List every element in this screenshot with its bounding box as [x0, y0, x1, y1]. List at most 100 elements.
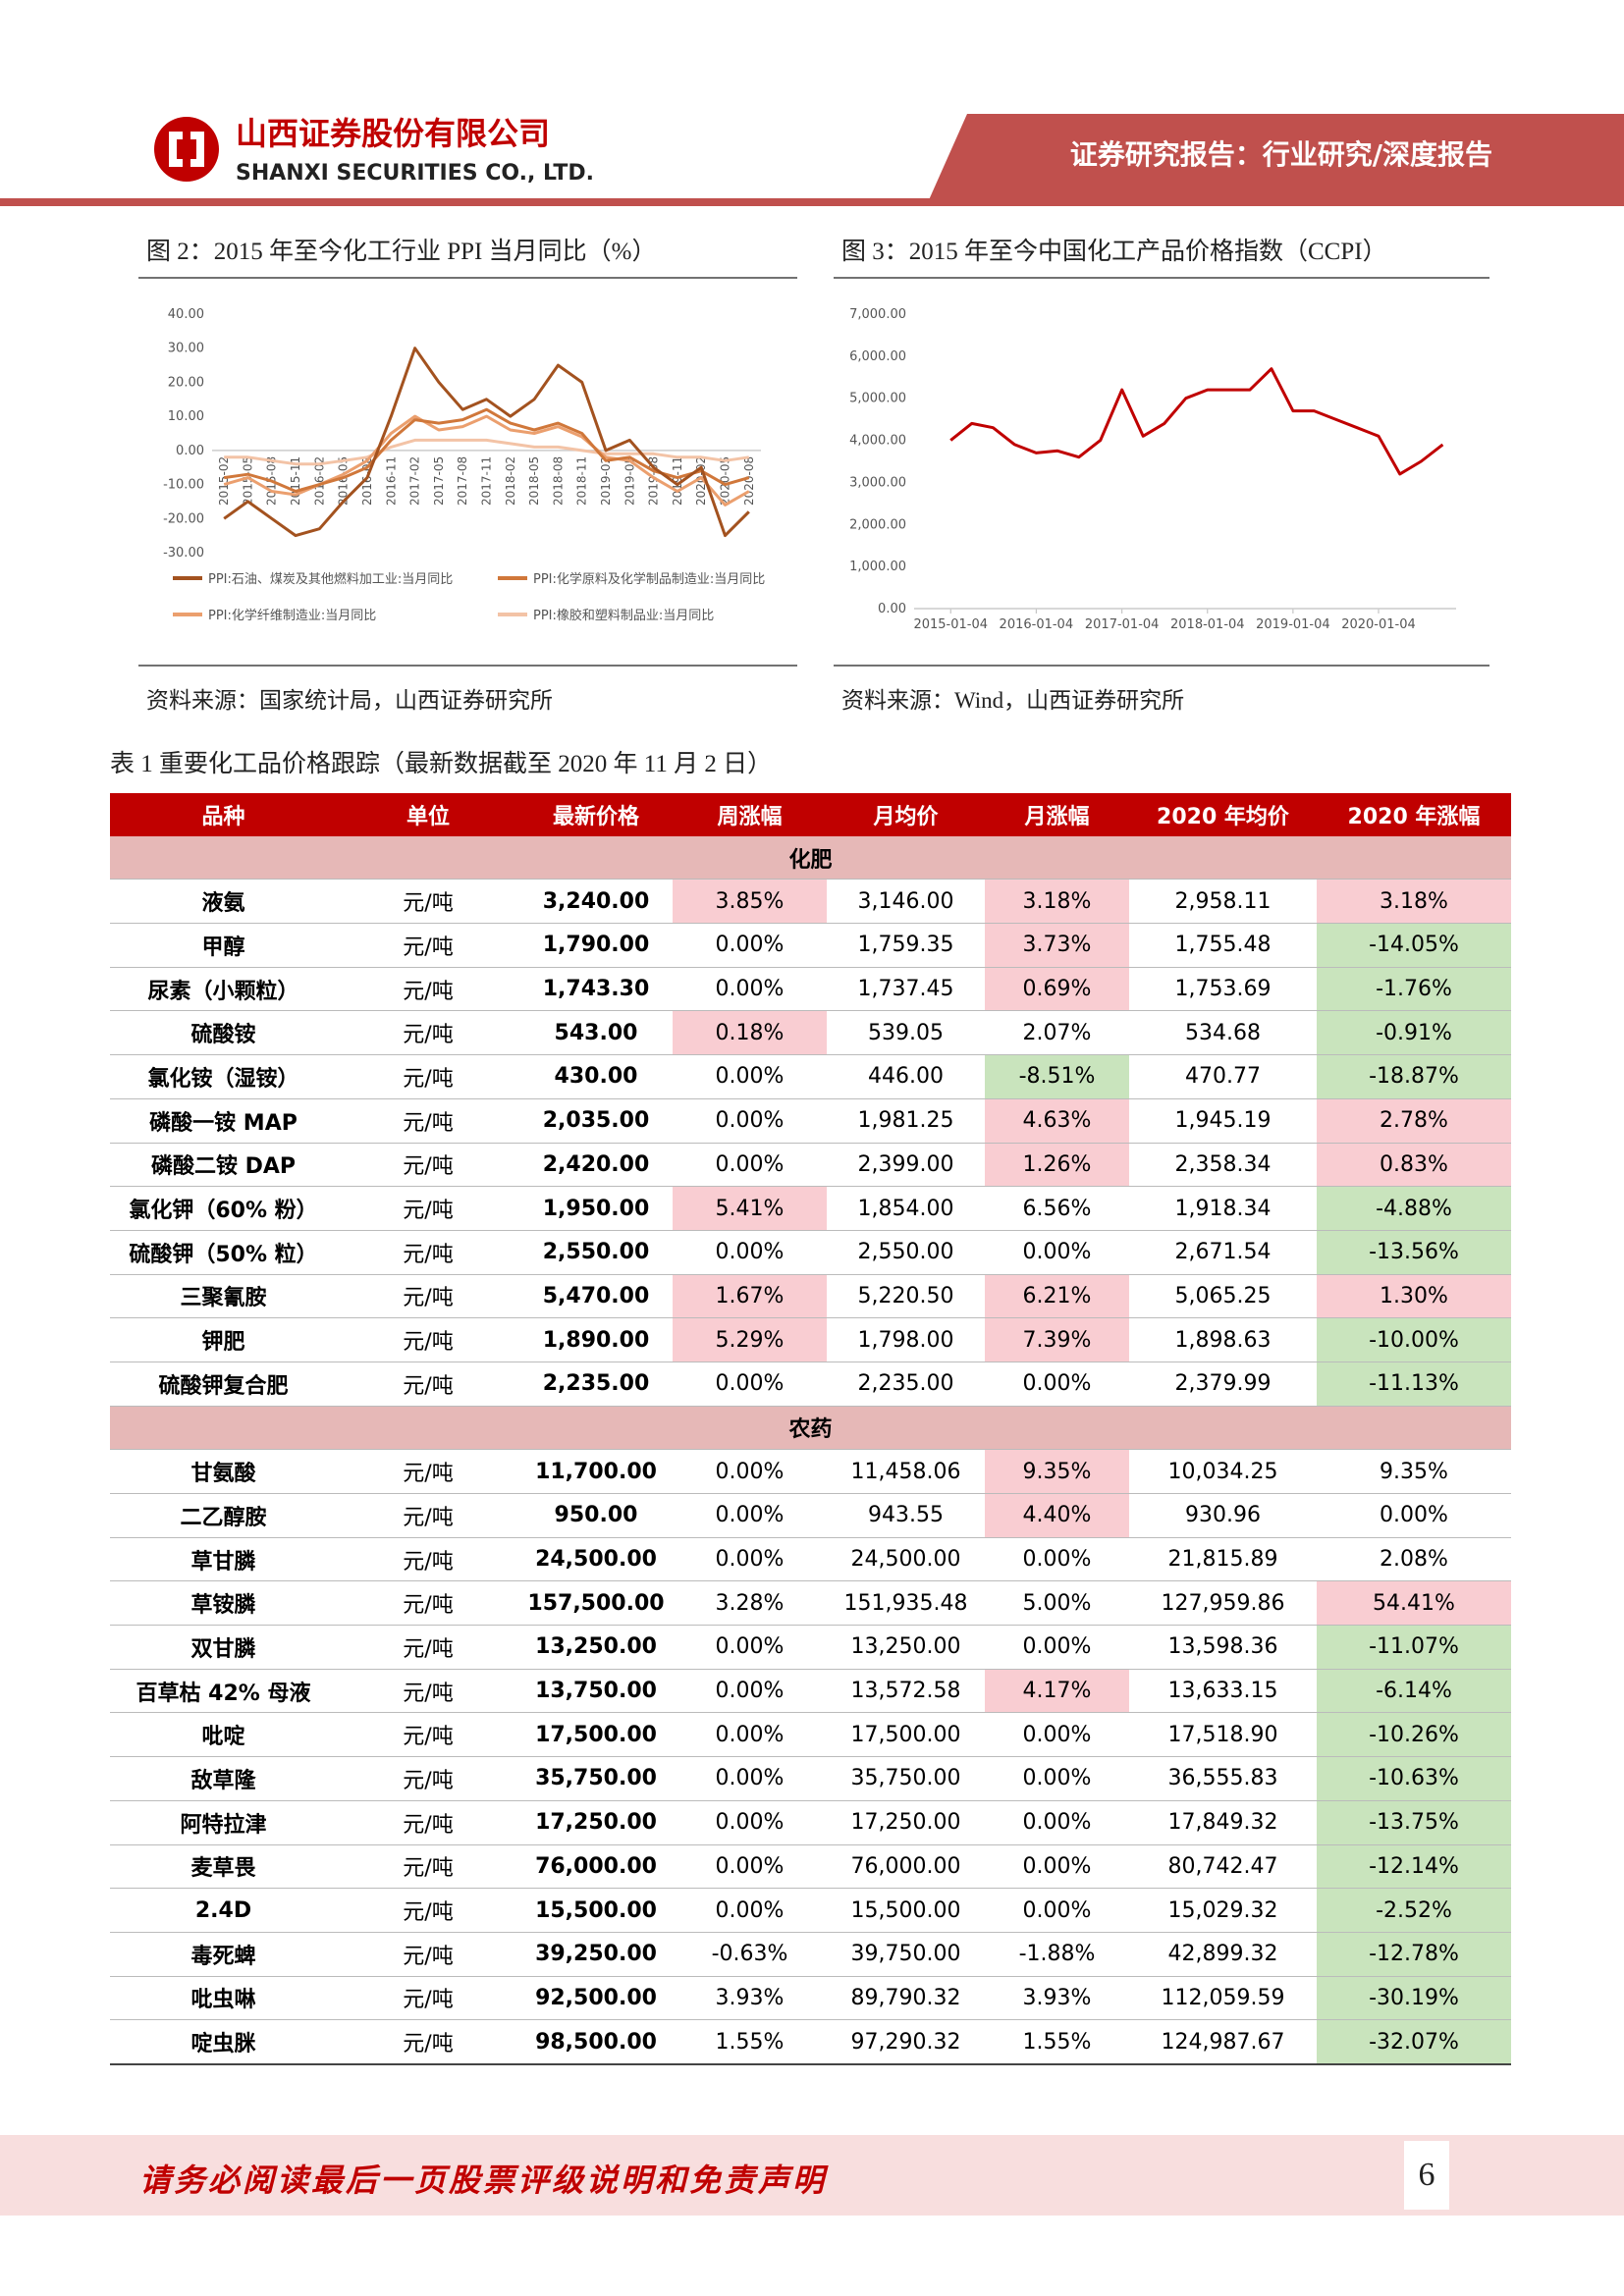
data-row: 尿素（小颗粒） 元/吨 1,743.30 0.00% 1,737.45 0.69% 1,75… — [110, 967, 1511, 1012]
cell: 元/吨 — [337, 1362, 519, 1407]
data-row: 液氨 元/吨 3,240.00 3.85% 3,146.00 3.18% 2,958.11 3… — [110, 879, 1511, 925]
x-tick-label: 2019-05 — [623, 456, 636, 506]
data-row: 吡虫啉 元/吨 92,500.00 3.93% 89,790.32 3.93% 112,05… — [110, 1976, 1511, 2021]
cell: -6.14% — [1317, 1669, 1511, 1714]
x-tick-label: 2017-02 — [408, 456, 422, 506]
x-tick-label: 2015-02 — [217, 456, 231, 506]
x-tick-label: 2017-01-04 — [1085, 617, 1160, 632]
cell: 127,959.86 — [1129, 1580, 1317, 1627]
cell: 0.00% — [673, 1712, 827, 1758]
cell: 元/吨 — [337, 1449, 519, 1494]
cell: 1,854.00 — [827, 1186, 985, 1231]
header-cell: 2020 年均价 — [1129, 793, 1317, 836]
cell: 2,550.00 — [519, 1230, 673, 1275]
x-tick-label: 2019-11 — [671, 456, 684, 506]
cell: 2,420.00 — [519, 1143, 673, 1188]
cell: 元/吨 — [337, 1230, 519, 1275]
data-row: 磷酸一铵 MAP 元/吨 2,035.00 0.00% 1,981.25 4.63% 1,9… — [110, 1098, 1511, 1144]
cell: -10.63% — [1317, 1756, 1511, 1801]
y-tick-label: 7,000.00 — [849, 307, 906, 322]
cell: 1.67% — [673, 1274, 827, 1319]
cell: 112,059.59 — [1129, 1976, 1317, 2021]
cell: 17,849.32 — [1129, 1800, 1317, 1845]
cell: -10.00% — [1317, 1317, 1511, 1362]
cell: 毒死蜱 — [110, 1932, 337, 1977]
cell: -13.56% — [1317, 1230, 1511, 1275]
data-row: 百草枯 42% 母液 元/吨 13,750.00 0.00% 13,572.58 4.17… — [110, 1669, 1511, 1714]
cell: 13,598.36 — [1129, 1625, 1317, 1670]
data-row: 氯化钾（60% 粉） 元/吨 1,950.00 5.41% 1,854.00 6.56% 1… — [110, 1186, 1511, 1231]
cell: 元/吨 — [337, 1317, 519, 1362]
cell: 0.00% — [673, 1493, 827, 1538]
x-tick-label: 2019-02 — [599, 456, 613, 506]
cell: 磷酸二铵 DAP — [110, 1143, 337, 1188]
x-tick-label: 2017-11 — [480, 456, 494, 506]
cell: 0.00% — [985, 1362, 1129, 1407]
cell: 11,458.06 — [827, 1449, 985, 1494]
y-tick-label: 2,000.00 — [849, 517, 906, 532]
cell: -32.07% — [1317, 2019, 1511, 2065]
cell: 17,250.00 — [519, 1800, 673, 1845]
cell: 元/吨 — [337, 1143, 519, 1188]
y-tick-label: -20.00 — [163, 511, 204, 526]
cell: 1,743.30 — [519, 967, 673, 1012]
report-type: 证券研究报告：行业研究/深度报告 — [1070, 138, 1492, 171]
data-row: 硫酸铵 元/吨 543.00 0.18% 539.05 2.07% 534.68 -0.91% — [110, 1010, 1511, 1056]
cell: 13,572.58 — [827, 1669, 985, 1714]
cell: 0.00% — [985, 1756, 1129, 1801]
price-table: 品种 单位 最新价格 周涨幅 月均价 月涨幅 2020 年均价 2020 年涨幅 化肥 液氨 元/吨… — [110, 793, 1511, 2065]
page-number: 6 — [1404, 2141, 1449, 2210]
cell: 80,742.47 — [1129, 1844, 1317, 1890]
cell: 89,790.32 — [827, 1976, 985, 2021]
y-tick-label: -10.00 — [163, 478, 204, 493]
section-row: 农药 — [110, 1406, 1511, 1451]
cell: 元/吨 — [337, 1976, 519, 2021]
x-tick-label: 2018-01-04 — [1170, 617, 1245, 632]
legend-label: PPI:化学纤维制造业:当月同比 — [208, 608, 376, 623]
data-row: 啶虫脒 元/吨 98,500.00 1.55% 97,290.32 1.55% 124,98… — [110, 2019, 1511, 2065]
company-en: SHANXI SECURITIES CO., LTD. — [236, 161, 594, 186]
cell: 1,798.00 — [827, 1317, 985, 1362]
cell: 1,790.00 — [519, 923, 673, 968]
y-tick-label: 10.00 — [168, 409, 204, 424]
cell: 5.41% — [673, 1186, 827, 1231]
cell: 1,918.34 — [1129, 1186, 1317, 1231]
cell: 3.18% — [1317, 879, 1511, 925]
cell: 敌草隆 — [110, 1756, 337, 1801]
cell: 元/吨 — [337, 1186, 519, 1231]
cell: 甲醇 — [110, 923, 337, 968]
y-tick-label: 4,000.00 — [849, 434, 906, 449]
cell: 5.00% — [985, 1580, 1129, 1627]
cell: 3.85% — [673, 879, 827, 925]
cell: 1,759.35 — [827, 923, 985, 968]
cell: 5,065.25 — [1129, 1274, 1317, 1319]
cell: 2,379.99 — [1129, 1362, 1317, 1407]
cell: -8.51% — [985, 1054, 1129, 1099]
cell: 硫酸铵 — [110, 1010, 337, 1056]
cell: 2.08% — [1317, 1537, 1511, 1582]
cell: 4.17% — [985, 1669, 1129, 1714]
cell: 元/吨 — [337, 1844, 519, 1890]
cell: -11.07% — [1317, 1625, 1511, 1670]
header-rule — [0, 198, 1624, 206]
data-row: 2.4D 元/吨 15,500.00 0.00% 15,500.00 0.00% 15,02… — [110, 1888, 1511, 1933]
data-row: 硫酸钾复合肥 元/吨 2,235.00 0.00% 2,235.00 0.00% 2,379… — [110, 1362, 1511, 1407]
x-tick-label: 2018-02 — [504, 456, 517, 506]
cell: 24,500.00 — [519, 1537, 673, 1582]
data-row: 甲醇 元/吨 1,790.00 0.00% 1,759.35 3.73% 1,755.48-… — [110, 923, 1511, 968]
cell: 5,470.00 — [519, 1274, 673, 1319]
cell: -2.52% — [1317, 1888, 1511, 1933]
cell: 39,250.00 — [519, 1932, 673, 1977]
cell: -30.19% — [1317, 1976, 1511, 2021]
cell: 97,290.32 — [827, 2019, 985, 2065]
cell: -10.26% — [1317, 1712, 1511, 1758]
cell: 6.56% — [985, 1186, 1129, 1231]
data-row: 毒死蜱 元/吨 39,250.00 -0.63% 39,750.00 -1.88% 42,8… — [110, 1932, 1511, 1977]
cell: 元/吨 — [337, 2019, 519, 2065]
cell: 元/吨 — [337, 879, 519, 925]
cell: 0.00% — [985, 1537, 1129, 1582]
header-cell: 月均价 — [827, 793, 985, 836]
cell: 2,235.00 — [519, 1362, 673, 1407]
cell: 13,250.00 — [827, 1625, 985, 1670]
